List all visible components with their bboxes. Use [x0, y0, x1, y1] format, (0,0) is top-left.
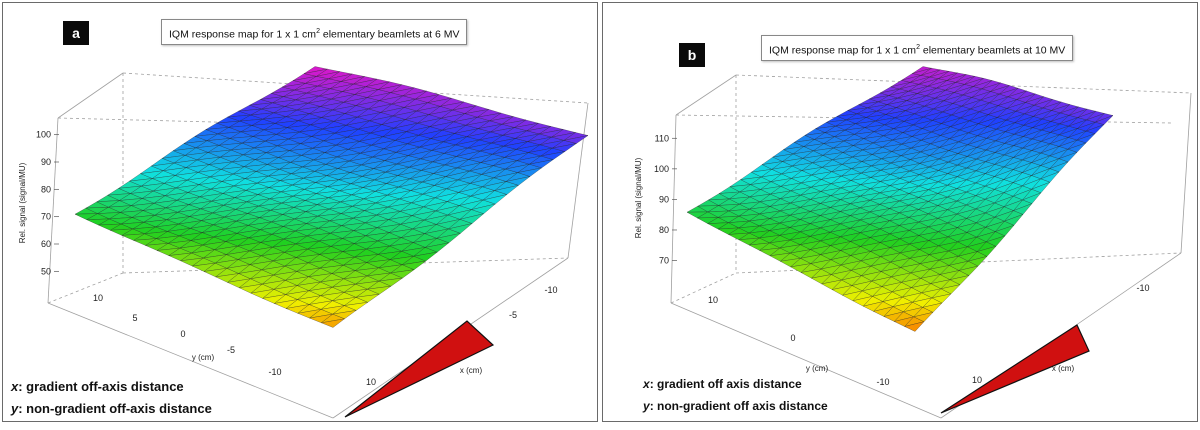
y-tick-a-1: 5: [132, 313, 137, 323]
z-tick-b-0: 70: [659, 256, 669, 266]
legend-line-a-y: y: non-gradient off-axis distance: [11, 401, 212, 416]
surface-a: [74, 66, 589, 328]
legend-line-b-x: x: gradient off axis distance: [643, 377, 802, 391]
z-axis-title-b: Rel. signal (signal/MU): [634, 157, 643, 238]
x-axis-title-b: x (cm): [1052, 364, 1075, 373]
z-tick-b-3: 100: [654, 164, 669, 174]
legend-line-a-y-text: : non-gradient off-axis distance: [18, 401, 212, 416]
y-tick-b-1: 0: [790, 333, 795, 343]
chart-title-a: IQM response map for 1 x 1 cm2 elementar…: [161, 19, 468, 45]
x-tick-b-0: -10: [1136, 283, 1149, 293]
chart-title-b-suffix: elementary beamlets at 10 MV: [919, 44, 1066, 57]
y-axis-title-a: y (cm): [192, 353, 215, 362]
y-tick-b-2: -10: [876, 377, 889, 387]
chart-title-a-suffix: elementary beamlets at 6 MV: [319, 28, 460, 41]
chart-title-a-sup: 2: [316, 28, 320, 35]
z-tick-b-4: 110: [655, 133, 669, 143]
gradient-wedge-b: [940, 324, 1090, 414]
x-tick-a-0: -10: [544, 285, 557, 295]
z-tick-b-1: 80: [659, 225, 669, 235]
z-tick-a-3: 80: [41, 184, 51, 194]
chart-title-a-prefix: IQM response map for 1 x 1 cm: [169, 28, 317, 41]
x-tick-a-1: -5: [509, 310, 517, 320]
y-tick-b-0: 10: [708, 295, 718, 305]
y-axis-title-b: y (cm): [806, 364, 829, 373]
z-tick-b-2: 90: [659, 194, 669, 204]
chart-title-b-sup: 2: [916, 44, 920, 51]
x-tick-a-2: 10: [366, 377, 376, 387]
panel-a: 50 60 70 80 90 100 10 5 0 -5 -10 -10 -5 10 Rel. signal…: [2, 2, 598, 422]
z-tick-a-2: 70: [41, 212, 51, 222]
panel-label-a: a: [63, 21, 89, 45]
legend-line-b-y-label: y: [643, 399, 650, 413]
panel-label-b: b: [679, 43, 705, 67]
legend-line-b-y-text: : non-gradient off axis distance: [649, 399, 828, 413]
legend-line-b-x-label: x: [643, 377, 650, 391]
legend-line-a-y-label: y: [11, 401, 19, 416]
z-tick-a-4: 90: [41, 157, 51, 167]
x-tick-b-1: 10: [972, 375, 982, 385]
panel-b: 70 80 90 100 110 10 0 -10 -10 10 Rel. signal (sign…: [602, 2, 1198, 422]
legend-line-b-y: y: non-gradient off axis distance: [643, 399, 828, 413]
legend-line-a-x-text: : gradient off-axis distance: [18, 379, 184, 394]
chart-title-b: IQM response map for 1 x 1 cm2 elementar…: [761, 35, 1074, 61]
y-tick-a-0: 10: [93, 293, 103, 303]
legend-line-b-x-text: : gradient off axis distance: [649, 377, 802, 391]
surface-b: [686, 66, 1114, 332]
z-tick-a-0: 50: [41, 266, 51, 276]
z-tick-a-1: 60: [41, 239, 51, 249]
chart-title-b-prefix: IQM response map for 1 x 1 cm: [769, 44, 917, 57]
y-tick-a-4: -10: [268, 367, 281, 377]
legend-line-a-x-label: x: [11, 379, 19, 394]
z-tick-a-5: 100: [36, 130, 51, 140]
legend-line-a-x: x: gradient off-axis distance: [11, 379, 184, 394]
y-tick-a-3: -5: [227, 345, 235, 355]
x-axis-title-a: x (cm): [460, 366, 483, 375]
y-tick-a-2: 0: [180, 329, 185, 339]
gradient-wedge-a: [344, 320, 495, 418]
z-axis-title-a: Rel. signal (signal/MU): [18, 162, 27, 243]
